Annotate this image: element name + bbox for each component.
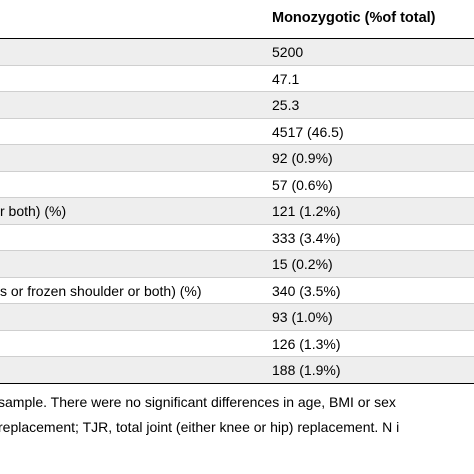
table-row: 25.3 — [0, 92, 474, 119]
row-value: 57 (0.6%) — [272, 176, 333, 193]
table-row: 15 (0.2%) — [0, 251, 474, 278]
footnote-text: replacement; TJR, total joint (either kn… — [0, 419, 400, 435]
table-body: 5200 47.1 25.3 4517 (46.5) 92 (0.9%) 57 … — [0, 39, 474, 384]
row-value: 126 (1.3%) — [272, 335, 341, 352]
row-value: 4517 (46.5) — [272, 123, 344, 140]
table-row: s or frozen shoulder or both) (%) 340 (3… — [0, 278, 474, 304]
row-value: 15 (0.2%) — [272, 256, 333, 272]
table-row: 92 (0.9%) — [0, 145, 474, 172]
column-header-monozygotic: Monozygotic (%of total) — [272, 10, 436, 26]
row-label-text: r both) (%) — [0, 203, 67, 219]
row-value: 333 (3.4%) — [272, 229, 341, 246]
table-row: 188 (1.9%) — [0, 357, 474, 384]
footnote-line-2: replacement; TJR, total joint (either kn… — [0, 419, 474, 435]
row-value: 340 (3.5%) — [272, 282, 341, 299]
table-row: r both) (%) 121 (1.2%) — [0, 198, 474, 225]
row-label: r both) (%) — [0, 203, 66, 219]
footnote-text: sample. There were no significant differ… — [0, 394, 396, 410]
row-label-text: s or frozen shoulder or both) (%) — [0, 282, 202, 299]
table-row: 4517 (46.5) — [0, 119, 474, 145]
row-value: 47.1 — [272, 70, 300, 87]
table-row: 93 (1.0%) — [0, 304, 474, 331]
table-bottom-rule — [0, 383, 474, 384]
table-row: 333 (3.4%) — [0, 225, 474, 251]
row-value: 121 (1.2%) — [272, 203, 341, 219]
row-label: s or frozen shoulder or both) (%) — [0, 283, 202, 299]
table-row: 5200 — [0, 39, 474, 66]
row-value: 25.3 — [272, 97, 300, 113]
row-value: 93 (1.0%) — [272, 309, 333, 325]
row-value: 188 (1.9%) — [272, 362, 341, 378]
row-value: 92 (0.9%) — [272, 150, 333, 166]
row-value: 5200 — [272, 44, 304, 60]
table-row: 126 (1.3%) — [0, 331, 474, 357]
header-bottom-rule — [0, 38, 474, 39]
table-header-row: Monozygotic (%of total) — [0, 0, 474, 38]
table-row: 57 (0.6%) — [0, 172, 474, 198]
footnote-line-1: sample. There were no significant differ… — [0, 394, 474, 410]
table-row: 47.1 — [0, 66, 474, 92]
